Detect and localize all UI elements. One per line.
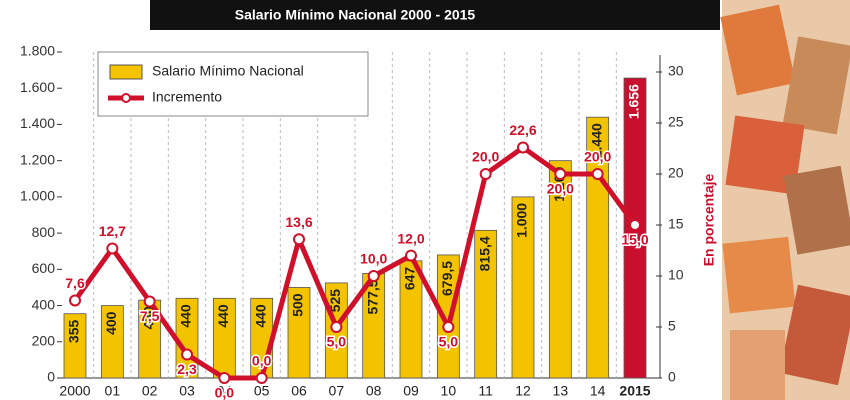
bar — [511, 196, 535, 379]
y-tick-label: 400 — [32, 296, 56, 312]
bar-value-label: 355 — [66, 319, 82, 343]
line-marker — [293, 233, 305, 246]
legend-label: Salario Mínimo Nacional — [152, 63, 304, 79]
y2-tick-label: 0 — [668, 369, 676, 385]
bar — [287, 287, 311, 379]
line-marker — [330, 321, 343, 333]
x-tick-label: 03 — [179, 383, 195, 399]
bar-value-label: 1.440 — [588, 123, 604, 158]
legend-label: Incremento — [152, 89, 222, 105]
x-tick-label: 02 — [142, 383, 158, 399]
bar-value-label: 440 — [215, 304, 231, 328]
x-tick-label: 12 — [515, 383, 531, 399]
x-tick-label: 09 — [403, 383, 419, 399]
line — [72, 144, 638, 381]
x-tick-label: 14 — [590, 383, 606, 399]
line-marker — [405, 249, 417, 262]
x-tick-label: 2015 — [619, 383, 650, 399]
x-tick-label: 04 — [217, 383, 233, 399]
bar — [474, 229, 498, 379]
bar-value-label: 647 — [402, 267, 418, 291]
line-marker — [554, 168, 567, 180]
bar-value-label: 679,5 — [439, 261, 455, 296]
y2-tick-label: 20 — [668, 165, 684, 181]
line-value-label: 22,6 — [509, 122, 536, 138]
bar-value-label: 440 — [178, 304, 194, 328]
line-value-label: 20,0 — [584, 149, 611, 165]
y-tick-label: 1.000 — [20, 188, 55, 204]
line-value-label: 13,6 — [285, 214, 312, 230]
line-marker — [218, 372, 231, 384]
chart-title: Salario Mínimo Nacional 2000 - 2015 — [235, 7, 476, 23]
y2-tick-label: 30 — [668, 63, 684, 79]
line-value-label: 2,3 — [177, 361, 197, 377]
x-tick-label: 11 — [478, 383, 493, 399]
legend-swatch — [109, 64, 143, 80]
line-marker — [479, 168, 492, 180]
x-tick-label: 07 — [329, 383, 345, 399]
y-tick-label: 1.200 — [20, 151, 55, 167]
line-value-label: 10,0 — [360, 251, 387, 267]
line-marker — [69, 294, 81, 307]
line-value-label: 5,0 — [327, 334, 347, 350]
bar-value-label: 440 — [252, 304, 268, 328]
y-tick-label: 200 — [32, 332, 56, 348]
line-value-label: 0,0 — [252, 353, 272, 369]
line-marker — [367, 270, 380, 282]
bar-value-label: 400 — [103, 311, 119, 335]
y2-axis-label: En porcentaje — [701, 174, 717, 267]
bar-value-label: 500 — [290, 293, 306, 317]
bar — [63, 313, 87, 379]
line-marker — [517, 141, 529, 154]
bar-value-label: 1.000 — [514, 203, 530, 238]
legend-swatch-marker — [121, 93, 131, 103]
line-value-label: 7,6 — [65, 275, 85, 291]
bar — [548, 160, 572, 379]
y-tick-label: 1.600 — [20, 79, 55, 95]
bar-value-label: 815,4 — [476, 236, 492, 271]
y-tick-label: 1.800 — [20, 43, 55, 59]
bar-value-label: 430 — [140, 306, 156, 330]
y-tick-label: 600 — [32, 260, 56, 276]
x-tick-label: 05 — [254, 383, 270, 399]
line-marker — [106, 242, 119, 255]
bar-value-label: 577,5 — [364, 279, 380, 314]
x-tick-label: 08 — [366, 383, 382, 399]
line-marker — [442, 321, 455, 333]
y-tick-label: 1.400 — [20, 115, 55, 131]
line-marker — [255, 372, 268, 384]
bar-value-label: 1.656 — [626, 84, 642, 119]
line-value-label: 15,0 — [621, 232, 648, 248]
x-tick-label: 2000 — [59, 383, 90, 399]
x-tick-label: 06 — [291, 383, 307, 399]
y2-tick-label: 15 — [668, 216, 684, 232]
y2-tick-label: 5 — [668, 318, 676, 334]
line-value-label: 5,0 — [439, 334, 459, 350]
y2-tick-label: 10 — [668, 267, 684, 283]
line-marker — [143, 295, 156, 308]
y-tick-label: 800 — [32, 224, 56, 240]
line-value-label: 7,5 — [140, 308, 160, 324]
line-marker — [629, 219, 641, 231]
line-value-label: 20,0 — [547, 181, 574, 197]
y-tick-label: 0 — [47, 369, 55, 385]
x-tick-label: 13 — [553, 383, 569, 399]
bar — [100, 305, 124, 379]
y2-tick-label: 25 — [668, 114, 684, 130]
line-marker — [181, 348, 193, 361]
money-decoration — [720, 0, 850, 400]
line-value-label: 0,0 — [215, 385, 235, 400]
line-value-label: 12,7 — [99, 223, 126, 239]
x-tick-label: 01 — [105, 383, 121, 399]
x-tick-label: 10 — [441, 383, 457, 399]
title-band — [150, 0, 720, 30]
bar-value-label: 525 — [327, 289, 343, 313]
line-value-label: 20,0 — [472, 149, 499, 165]
line-value-label: 12,0 — [397, 230, 424, 246]
legend-box — [97, 51, 369, 117]
line-marker — [591, 168, 604, 180]
